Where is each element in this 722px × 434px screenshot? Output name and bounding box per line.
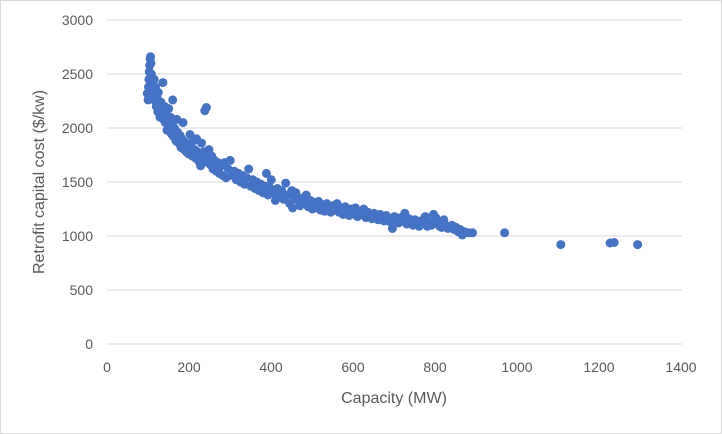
data-point [168, 95, 178, 105]
data-point [146, 58, 156, 68]
y-axis-title: Retrofit capital cost ($/kw) [31, 90, 48, 274]
data-point [197, 138, 206, 148]
y-tick-label: 1500 [62, 174, 93, 190]
y-tick-labels: 3000 2500 2000 1500 1000 500 0 [62, 12, 93, 352]
data-point [281, 178, 291, 188]
x-tick-label: 200 [177, 359, 201, 375]
x-axis-title: Capacity (MW) [341, 390, 447, 407]
data-point [164, 104, 174, 114]
data-point [468, 228, 477, 238]
x-tick-labels: 0 200 400 600 800 1000 1200 1400 [103, 359, 697, 375]
x-tick-label: 800 [423, 359, 447, 375]
y-tick-label: 2500 [62, 66, 93, 82]
x-tick-label: 1400 [665, 359, 696, 375]
y-tick-label: 2000 [62, 120, 93, 136]
data-point [178, 118, 188, 128]
x-tick-label: 1000 [501, 359, 532, 375]
x-tick-label: 600 [341, 359, 365, 375]
data-point [153, 87, 163, 97]
x-tick-label: 1200 [583, 359, 614, 375]
data-point [288, 203, 298, 213]
y-tick-label: 500 [70, 282, 94, 298]
data-point [149, 74, 159, 84]
data-point [158, 78, 168, 88]
data-point [500, 228, 510, 238]
data-point [266, 175, 276, 185]
data-point [225, 155, 235, 165]
data-point [244, 164, 254, 174]
data-point [146, 52, 155, 62]
y-tick-label: 1000 [62, 228, 93, 244]
scatter-points [142, 52, 643, 250]
y-tick-label: 0 [85, 336, 93, 352]
y-tick-label: 3000 [62, 12, 93, 28]
x-tick-label: 0 [103, 359, 111, 375]
data-point [387, 223, 397, 233]
data-point [556, 240, 566, 250]
gridlines [107, 19, 682, 345]
x-tick-label: 400 [259, 359, 283, 375]
data-point [633, 240, 643, 250]
data-point [201, 103, 211, 112]
data-point [291, 188, 301, 198]
data-point [261, 168, 271, 178]
data-point [609, 238, 619, 247]
